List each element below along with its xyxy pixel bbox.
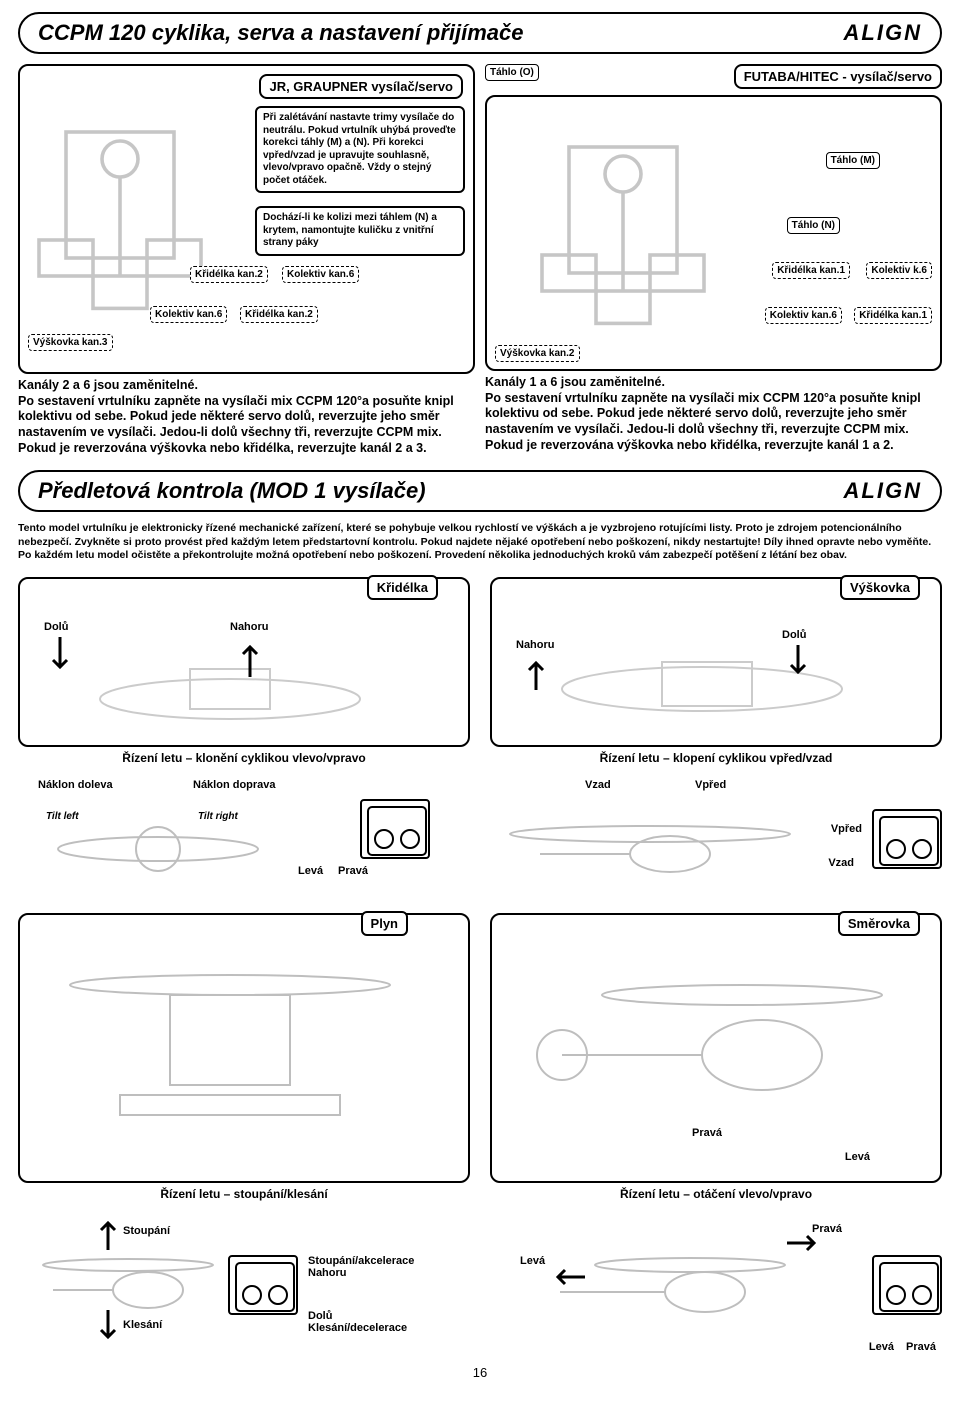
naklon-doprava: Náklon doprava [193,779,276,791]
futaba-instructions: Kanály 1 a 6 jsou zaměnitelné. Po sestav… [485,375,942,453]
plyn-label: Plyn [361,911,408,936]
stoupani-akcel: Stoupání/akcelerace Nahoru [308,1255,458,1279]
smerovka-panel: Směrovka Pravá Levá [490,913,942,1183]
align-logo-1: ALIGN [844,20,922,46]
vyskovka-panel: Výškovka Nahoru Dolů [490,577,942,747]
remote-icon-2 [874,811,944,871]
throttle-block: Stoupání Klesání Stoupání/akcelerace Nah… [18,1215,470,1355]
pitch-vzad: Vzad [585,779,611,791]
remote-pitch [872,809,942,869]
jr-kridelka-kan2: Křidélka kan.2 [190,266,268,283]
remote-icon-3 [230,1257,300,1317]
kridelka-heli-illustration [90,639,370,739]
section2-title: Předletová kontrola (MOD 1 vysílače) [38,478,426,504]
futaba-mech-illustration [533,128,713,328]
tilt-prava: Pravá [338,865,368,877]
yaw-remote-leva: Levá [869,1341,894,1353]
vyskovka-caption: Řízení letu – klopení cyklikou vpřed/vza… [490,751,942,765]
pitch-vpred: Vpřed [695,779,726,791]
plyn-caption: Řízení letu – stoupání/klesání [18,1187,470,1201]
yaw-block: Levá Pravá Levá Pravá [490,1215,942,1355]
smerovka-heli-illustration [512,955,892,1155]
jr-panel: JR, GRAUPNER vysílač/servo Při zalétáván… [18,64,475,374]
section2-header: Předletová kontrola (MOD 1 vysílače) ALI… [18,470,942,512]
down-arrow-icon [50,637,70,677]
pitch-vzad2: Vzad [828,857,854,869]
smerovka-caption: Řízení letu – otáčení vlevo/vpravo [490,1187,942,1201]
tilt-leva: Levá [298,865,323,877]
futaba-kridelka-kan1: Křidélka kan.1 [772,262,850,279]
vyskovka-block: Výškovka Nahoru Dolů Řízení letu – klope… [490,577,942,765]
jr-kolektiv-kan6b: Kolektiv kan.6 [150,306,227,323]
klesani-decel-text: Klesání/decelerace [308,1322,407,1334]
align-logo-2: ALIGN [844,478,922,504]
control-grid: Křidélka Dolů Nahoru Řízení letu – kloně… [18,577,942,1355]
kridelka-caption: Řízení letu – klonění cyklikou vlevo/vpr… [18,751,470,765]
jr-note1: Při zalétávání nastavte trimy vysílače d… [255,106,465,193]
remote-icon-4 [874,1257,944,1317]
tahlo-n: Táhlo (N) [787,217,840,234]
kridelka-label: Křidélka [367,575,438,600]
plyn-panel: Plyn [18,913,470,1183]
throttle-dolu: Dolů [308,1310,332,1322]
jr-vyskovka-kan3: Výškovka kan.3 [28,334,113,351]
tahlo-o-label: Táhlo (O) [485,64,539,81]
futaba-kridelka-kan1b: Křidélka kan.1 [854,307,932,324]
stoupani-label: Stoupání [123,1225,170,1237]
section1-title: CCPM 120 cyklika, serva a nastavení přij… [38,20,524,46]
tahlo-m: Táhlo (M) [826,152,880,169]
smerovka-prava: Pravá [692,1127,722,1139]
down-arrow-icon-3 [98,1310,118,1345]
jr-panel-title: JR, GRAUPNER vysílač/servo [259,74,463,99]
up-arrow-icon-2 [526,655,546,690]
kridelka-block: Křidélka Dolů Nahoru Řízení letu – kloně… [18,577,470,765]
futaba-kolektiv-kan6: Kolektiv kan.6 [765,307,842,324]
kridelka-panel: Křidélka Dolů Nahoru [18,577,470,747]
tilt-block: Náklon doleva Náklon doprava Tilt left T… [18,779,470,899]
jr-mech-illustration [30,113,210,313]
jr-kolektiv-kan6: Kolektiv kan.6 [282,266,359,283]
tilt-heli-illustration [48,809,268,889]
smerovka-block: Směrovka Pravá Levá Řízení letu – otáčen… [490,913,942,1201]
smerovka-leva: Levá [845,1151,870,1163]
naklon-doleva: Náklon doleva [38,779,113,791]
futaba-vyskovka-kan2: Výškovka kan.2 [495,345,580,362]
kridelka-nahoru: Nahoru [230,621,269,633]
throttle-heli-illustration [38,1245,218,1325]
remote-icon [362,801,432,861]
yaw-remote-prava: Pravá [906,1341,936,1353]
jr-kridelka-kan2b: Křidélka kan.2 [240,306,318,323]
right-arrow-icon [787,1233,822,1253]
futaba-col: Táhlo (O) FUTABA/HITEC - vysílač/servo T… [485,64,942,456]
plyn-block: Plyn Řízení letu – stoupání/klesání [18,913,470,1201]
remote-throttle [228,1255,298,1315]
throttle-nahoru: Nahoru [308,1267,347,1279]
remote-tilt [360,799,430,859]
section1-header: CCPM 120 cyklika, serva a nastavení přij… [18,12,942,54]
pitch-heli-illustration [500,799,800,889]
vyskovka-heli-illustration [552,634,852,734]
smerovka-label: Směrovka [838,911,920,936]
futaba-kolektiv-k6: Kolektiv k.6 [866,262,932,279]
vyskovka-nahoru: Nahoru [516,639,555,651]
klesani-decel: Dolů Klesání/decelerace [308,1310,458,1334]
pitch-block: Vzad Vpřed Vpřed Vzad [490,779,942,899]
jr-note2: Dochází-li ke kolizi mezi táhlem (N) a k… [255,206,465,256]
pitch-vpred2: Vpřed [831,823,862,835]
preflight-intro: Tento model vrtulníku je elektronicky ří… [18,522,942,563]
futaba-panel-title: FUTABA/HITEC - vysílač/servo [734,64,942,89]
klesani-label: Klesání [123,1319,162,1331]
left-arrow-icon [550,1267,585,1287]
page-number: 16 [18,1365,942,1380]
jr-instructions: Kanály 2 a 6 jsou zaměnitelné. Po sestav… [18,378,475,456]
plyn-heli-illustration [60,945,400,1165]
futaba-panel: Táhlo (M) Táhlo (N) Křidélka kan.1 Kolek… [485,95,942,371]
kridelka-dolu: Dolů [44,621,68,633]
jr-graupner-col: JR, GRAUPNER vysílač/servo Při zalétáván… [18,64,475,456]
servo-setup-row: JR, GRAUPNER vysílač/servo Při zalétáván… [18,64,942,456]
stoupani-akcel-text: Stoupání/akcelerace [308,1255,414,1267]
remote-yaw [872,1255,942,1315]
vyskovka-label: Výškovka [840,575,920,600]
